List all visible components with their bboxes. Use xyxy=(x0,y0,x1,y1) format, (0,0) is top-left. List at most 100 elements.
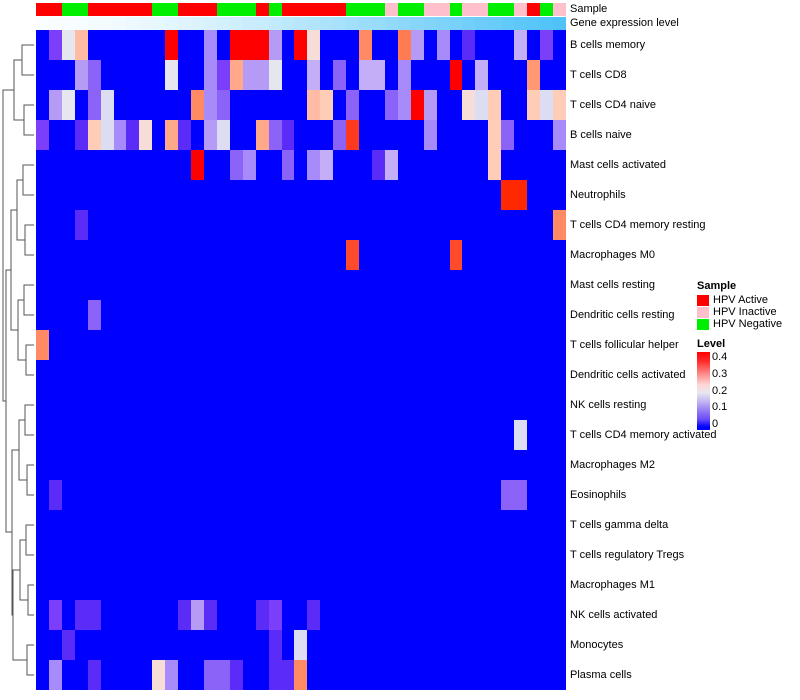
heatmap-cell xyxy=(100,600,114,630)
legend-level: Level 0.4 0.3 0.2 0.1 0 xyxy=(697,338,742,430)
heatmap-cell xyxy=(320,120,334,150)
level-tick-label: 0.3 xyxy=(712,367,728,380)
heatmap-cell xyxy=(281,120,295,150)
heatmap-cell xyxy=(152,60,166,90)
heatmap-cell xyxy=(539,660,553,690)
heatmap-cell xyxy=(61,450,75,480)
heatmap-cell xyxy=(397,300,411,330)
heatmap-cell xyxy=(139,360,153,390)
heatmap-cell xyxy=(100,240,114,270)
heatmap-cell xyxy=(87,600,101,630)
heatmap-cell xyxy=(333,630,347,660)
heatmap-cell xyxy=(87,210,101,240)
heatmap-cell xyxy=(242,240,256,270)
heatmap-cell xyxy=(268,570,282,600)
heatmap-cell xyxy=(268,450,282,480)
heatmap-cell xyxy=(320,420,334,450)
heatmap-cell xyxy=(320,450,334,480)
heatmap-cell xyxy=(423,270,437,300)
heatmap-cell xyxy=(475,570,489,600)
gene-expression-cell xyxy=(307,17,321,30)
heatmap-cell xyxy=(61,480,75,510)
heatmap-cell xyxy=(462,450,476,480)
heatmap-cell xyxy=(539,330,553,360)
heatmap-cell xyxy=(384,300,398,330)
heatmap-cell xyxy=(462,330,476,360)
heatmap-cell xyxy=(36,660,49,690)
row-label: T cells follicular helper xyxy=(570,339,679,351)
heatmap-cell xyxy=(514,540,528,570)
heatmap-cell xyxy=(359,420,372,450)
sample-annotation-cell xyxy=(475,3,489,16)
heatmap-cell xyxy=(397,510,411,540)
gene-expression-cell xyxy=(488,17,502,30)
heatmap-cell xyxy=(255,450,269,480)
heatmap-cell xyxy=(100,150,114,180)
heatmap-cell xyxy=(61,630,75,660)
heatmap-cell xyxy=(501,60,515,90)
heatmap-cell xyxy=(216,390,230,420)
heatmap-cell xyxy=(61,360,75,390)
heatmap-cell xyxy=(139,30,153,60)
heatmap-cell xyxy=(371,30,385,60)
row-label: T cells gamma delta xyxy=(570,519,669,531)
heatmap-cell xyxy=(100,120,114,150)
heatmap-cell xyxy=(36,630,49,660)
heatmap-cell xyxy=(191,180,204,210)
heatmap-cell xyxy=(139,120,153,150)
heatmap-cell xyxy=(294,600,308,630)
heatmap-cell xyxy=(61,210,75,240)
heatmap-cell xyxy=(410,210,424,240)
heatmap-cell xyxy=(281,90,295,120)
heatmap-cell xyxy=(514,480,528,510)
heatmap-cell xyxy=(488,540,502,570)
heatmap-cell xyxy=(191,300,204,330)
heatmap-cell xyxy=(539,150,553,180)
heatmap-cell xyxy=(514,510,528,540)
heatmap-cell xyxy=(152,270,166,300)
heatmap-cell xyxy=(36,300,49,330)
heatmap-cell xyxy=(320,330,334,360)
heatmap-cell xyxy=(307,60,321,90)
heatmap-cell xyxy=(346,30,360,60)
gene-expression-cell xyxy=(384,17,398,30)
heatmap-cell xyxy=(126,60,140,90)
heatmap-cell xyxy=(126,330,140,360)
heatmap-cell xyxy=(359,630,372,660)
heatmap-cell xyxy=(61,60,75,90)
legend-level-title: Level xyxy=(697,338,726,350)
sample-annotation-cell xyxy=(229,3,243,16)
heatmap-cell xyxy=(410,660,424,690)
heatmap-cell xyxy=(229,300,243,330)
heatmap-cell xyxy=(307,120,321,150)
heatmap-row xyxy=(36,300,566,330)
heatmap-cell xyxy=(384,60,398,90)
row-label: Mast cells activated xyxy=(570,159,666,171)
heatmap-cell xyxy=(333,660,347,690)
gene-expression-cell xyxy=(552,17,566,30)
heatmap-cell xyxy=(100,90,114,120)
heatmap-cell xyxy=(346,240,360,270)
heatmap-cell xyxy=(216,420,230,450)
heatmap-cell xyxy=(36,90,49,120)
heatmap-cell xyxy=(423,600,437,630)
heatmap-cell xyxy=(152,360,166,390)
heatmap-cell xyxy=(268,390,282,420)
heatmap-cell xyxy=(268,360,282,390)
heatmap-cell xyxy=(462,120,476,150)
gene-expression-cell xyxy=(268,17,282,30)
heatmap-cell xyxy=(410,570,424,600)
heatmap-cell xyxy=(87,450,101,480)
heatmap-cell xyxy=(242,210,256,240)
heatmap-cell xyxy=(229,480,243,510)
heatmap-cell xyxy=(346,450,360,480)
heatmap-cell xyxy=(61,270,75,300)
heatmap-cell xyxy=(346,210,360,240)
heatmap-cell xyxy=(436,480,450,510)
heatmap-cell xyxy=(191,120,204,150)
heatmap-cell xyxy=(268,270,282,300)
heatmap-cell xyxy=(371,450,385,480)
heatmap-cell xyxy=(514,360,528,390)
heatmap-cell xyxy=(346,390,360,420)
heatmap-cell xyxy=(436,120,450,150)
